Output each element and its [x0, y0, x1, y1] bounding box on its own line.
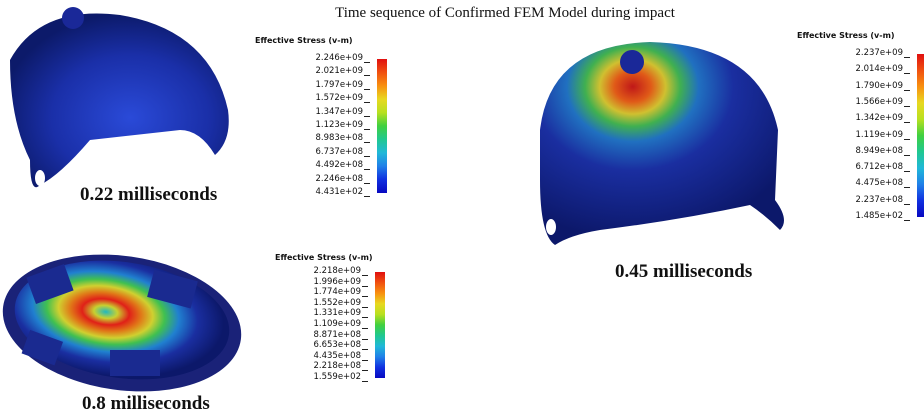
legend-tick — [364, 129, 370, 130]
legend-tick — [364, 182, 370, 184]
legend-title: Effective Stress (v-m) — [797, 31, 895, 40]
legend-tick — [904, 122, 910, 124]
legend-label: 1.797e+09 — [315, 79, 363, 90]
helmet-2 — [540, 42, 784, 245]
legend-tick — [904, 73, 910, 75]
legend-tick — [904, 220, 910, 221]
legend-label: 1.347e+09 — [315, 106, 363, 117]
legend-tick — [904, 105, 910, 107]
legend-label: 8.871e+08 — [313, 329, 361, 340]
legend-tick — [362, 338, 368, 340]
legend-tick — [362, 328, 368, 329]
legend-tick — [362, 285, 368, 287]
legend-label: 8.949e+08 — [855, 145, 903, 156]
legend-tick — [362, 275, 368, 276]
legend-label: 2.237e+09 — [855, 48, 903, 58]
legend-label: 6.712e+08 — [855, 162, 903, 173]
legend-tick — [364, 102, 370, 104]
legend-tick — [904, 171, 910, 173]
legend-label: 4.431e+02 — [315, 187, 363, 197]
legend-label: 1.342e+09 — [855, 113, 903, 124]
legend-label: 2.237e+08 — [855, 194, 903, 205]
helmet-3 — [2, 254, 242, 392]
legend-tick — [904, 154, 910, 156]
legend-label: 1.790e+09 — [855, 80, 903, 91]
legend-tick — [904, 187, 910, 189]
helmet-1 — [10, 7, 229, 188]
legend-tick — [362, 370, 368, 372]
legend-label: 6.737e+08 — [315, 146, 363, 157]
legend-label: 4.435e+08 — [313, 350, 361, 361]
legend-label: 1.566e+09 — [855, 96, 903, 107]
caption: 0.22 milliseconds — [80, 184, 218, 205]
legend-label: 6.653e+08 — [313, 340, 361, 351]
legend-label: 2.014e+09 — [855, 64, 903, 75]
legend-tick — [362, 381, 368, 382]
legend-label: 2.246e+09 — [315, 53, 363, 63]
legend-tick — [364, 196, 370, 197]
legend-label: 1.485e+02 — [855, 211, 903, 221]
legend-label: 2.246e+08 — [315, 173, 363, 184]
legend-label: 2.218e+09 — [313, 266, 361, 276]
legend-label: 1.331e+09 — [313, 308, 361, 319]
legend-label: 1.109e+09 — [313, 319, 361, 329]
legend-tick — [364, 155, 370, 157]
legend-tick — [362, 359, 368, 361]
legend-tick — [904, 89, 910, 91]
legend-tick — [362, 349, 368, 351]
legend-label: 4.475e+08 — [855, 178, 903, 189]
legend-label: 4.492e+08 — [315, 160, 363, 171]
colorbar — [917, 54, 924, 217]
legend-tick — [364, 169, 370, 171]
legend-label: 2.218e+08 — [313, 361, 361, 372]
legend-title: Effective Stress (v-m) — [255, 36, 353, 45]
legend-tick — [904, 57, 910, 58]
legend-tick — [364, 142, 370, 144]
colorbar — [377, 59, 387, 193]
legend-tick — [362, 296, 368, 298]
legend-tick — [364, 115, 370, 117]
caption: 0.8 milliseconds — [82, 393, 210, 414]
legend-label: 2.021e+09 — [315, 66, 363, 77]
legend-title: Effective Stress (v-m) — [275, 253, 373, 262]
legend-label: 1.559e+02 — [313, 372, 361, 382]
legend-label: 1.552e+09 — [313, 297, 361, 308]
legend-tick — [904, 203, 910, 205]
legend-label: 1.123e+09 — [315, 120, 363, 130]
figure-title: Time sequence of Confirmed FEM Model dur… — [335, 5, 675, 21]
legend-label: 8.983e+08 — [315, 133, 363, 144]
legend-tick — [904, 138, 910, 140]
legend-tick — [364, 75, 370, 77]
caption: 0.45 milliseconds — [615, 261, 753, 282]
legend-tick — [362, 306, 368, 308]
legend-tick — [364, 62, 370, 63]
colorbar — [375, 272, 385, 378]
legend-tick — [364, 88, 370, 90]
legend-label: 1.572e+09 — [315, 93, 363, 104]
legend-label: 1.774e+09 — [313, 287, 361, 298]
legend-tick — [362, 317, 368, 319]
legend-label: 1.119e+09 — [855, 129, 903, 140]
legend-label: 1.996e+09 — [313, 276, 361, 287]
